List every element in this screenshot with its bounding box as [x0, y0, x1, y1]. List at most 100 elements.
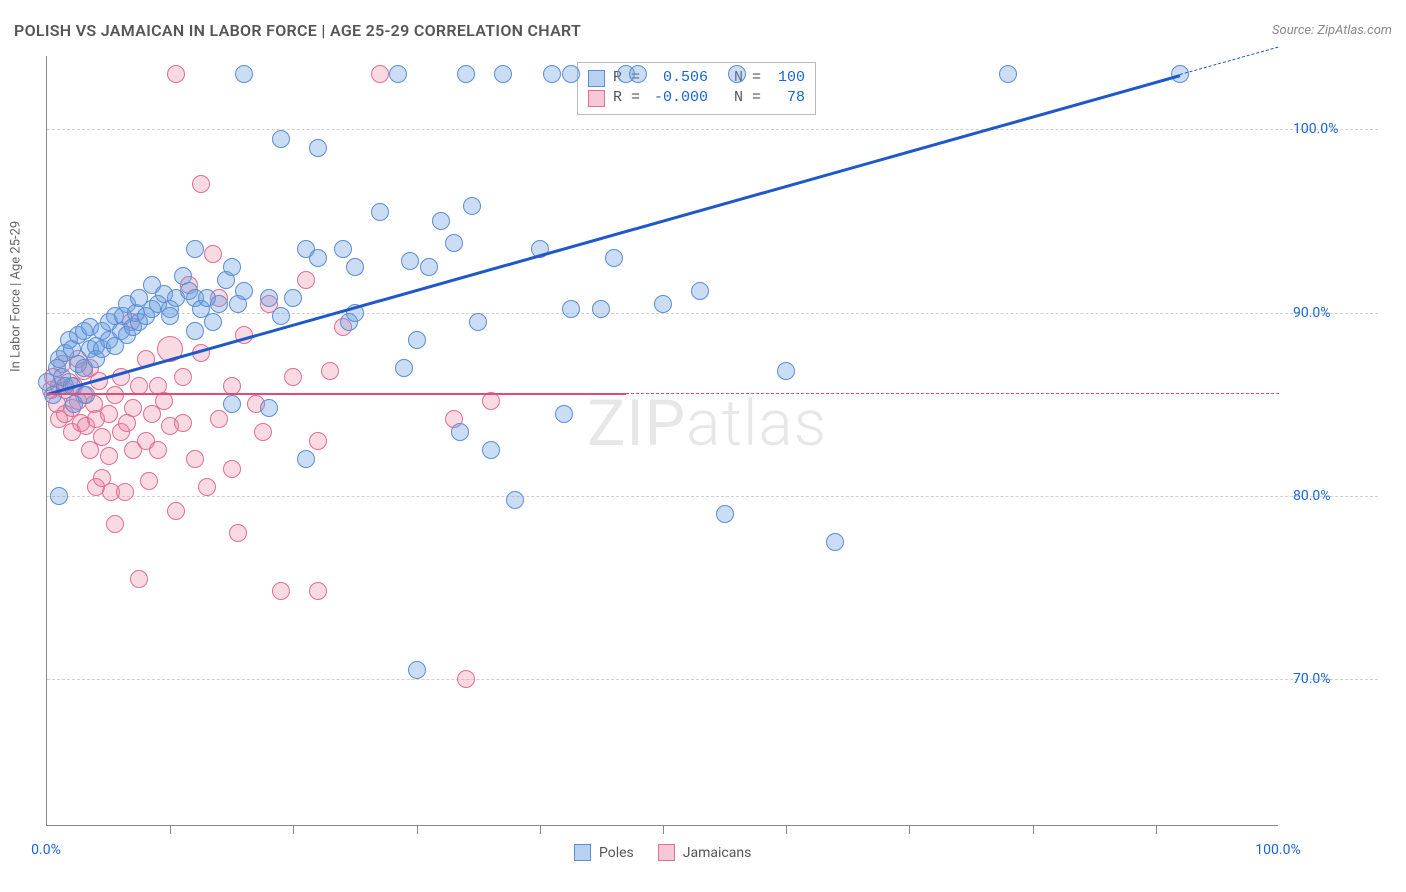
legend-n-value: 100 — [769, 68, 805, 88]
trend-line — [47, 74, 1181, 395]
data-point — [555, 405, 573, 423]
data-point — [130, 377, 148, 395]
data-point — [174, 414, 192, 432]
data-point — [457, 670, 475, 688]
data-point — [469, 313, 487, 331]
series-legend: Poles Jamaicans — [574, 844, 751, 861]
x-tick-label: 0.0% — [31, 842, 61, 858]
source-attribution: Source: ZipAtlas.com — [1272, 23, 1392, 38]
data-point — [204, 245, 222, 263]
data-point — [389, 65, 407, 83]
legend-r-value: -0.000 — [648, 88, 708, 108]
legend-swatch — [588, 90, 605, 107]
data-point — [463, 197, 481, 215]
data-point — [272, 582, 290, 600]
data-point — [482, 441, 500, 459]
data-point — [826, 533, 844, 551]
data-point — [543, 65, 561, 83]
data-point — [210, 295, 228, 313]
data-point — [260, 399, 278, 417]
x-tick — [293, 825, 294, 834]
gridline-h — [47, 129, 1378, 130]
data-point — [235, 282, 253, 300]
watermark-text: ZIPatlas — [587, 386, 827, 461]
data-point — [149, 441, 167, 459]
data-point — [309, 432, 327, 450]
data-point — [223, 377, 241, 395]
data-point — [408, 331, 426, 349]
data-point — [124, 399, 142, 417]
trend-line — [47, 393, 626, 395]
x-tick — [786, 825, 787, 834]
data-point — [50, 487, 68, 505]
data-point — [457, 65, 475, 83]
data-point — [506, 491, 524, 509]
legend-r-label: R = — [613, 88, 640, 108]
x-tick — [540, 825, 541, 834]
data-point — [192, 175, 210, 193]
data-point — [210, 410, 228, 428]
data-point — [494, 65, 512, 83]
data-point — [562, 300, 580, 318]
data-point — [445, 234, 463, 252]
data-point — [186, 450, 204, 468]
chart-title: POLISH VS JAMAICAN IN LABOR FORCE | AGE … — [14, 21, 581, 40]
data-point — [272, 130, 290, 148]
gridline-h — [47, 313, 1378, 314]
data-point — [106, 515, 124, 533]
data-point — [451, 423, 469, 441]
data-point — [716, 505, 734, 523]
data-point — [254, 423, 272, 441]
data-point — [186, 322, 204, 340]
data-point — [321, 362, 339, 380]
data-point — [272, 307, 290, 325]
data-point — [371, 203, 389, 221]
legend-swatch — [574, 844, 591, 861]
data-point — [161, 307, 179, 325]
y-axis-label: In Labor Force | Age 25-29 — [9, 221, 24, 372]
data-point — [174, 368, 192, 386]
legend-series-name: Poles — [599, 845, 634, 861]
data-point — [592, 300, 610, 318]
data-point — [235, 65, 253, 83]
x-tick — [417, 825, 418, 834]
data-point — [116, 483, 134, 501]
x-tick — [1033, 825, 1034, 834]
legend-item: Poles — [574, 844, 634, 861]
data-point — [777, 362, 795, 380]
legend-series-name: Jamaicans — [683, 845, 752, 861]
trend-line — [626, 393, 1279, 394]
data-point — [691, 282, 709, 300]
data-point — [284, 368, 302, 386]
trend-line — [1180, 47, 1279, 75]
x-tick — [909, 825, 910, 834]
legend-swatch — [658, 844, 675, 861]
data-point — [432, 212, 450, 230]
data-point — [229, 524, 247, 542]
data-point — [284, 289, 302, 307]
gridline-h — [47, 679, 1378, 680]
data-point — [309, 249, 327, 267]
x-tick — [663, 825, 664, 834]
data-point — [260, 289, 278, 307]
legend-swatch — [588, 70, 605, 87]
data-point — [346, 258, 364, 276]
data-point — [297, 450, 315, 468]
data-point — [223, 395, 241, 413]
x-tick — [170, 825, 171, 834]
data-point — [562, 65, 580, 83]
legend-n-value: 78 — [769, 88, 805, 108]
legend-n-label: N = — [716, 88, 761, 108]
x-tick-label: 100.0% — [1255, 842, 1300, 858]
watermark-light: atlas — [686, 386, 827, 461]
y-tick-label: 80.0% — [1293, 488, 1373, 504]
legend-r-value: 0.506 — [648, 68, 708, 88]
data-point — [100, 405, 118, 423]
gridline-h — [47, 496, 1378, 497]
data-point — [186, 240, 204, 258]
data-point — [93, 428, 111, 446]
data-point — [728, 65, 746, 83]
data-point — [204, 313, 222, 331]
data-point — [309, 582, 327, 600]
data-point — [334, 240, 352, 258]
